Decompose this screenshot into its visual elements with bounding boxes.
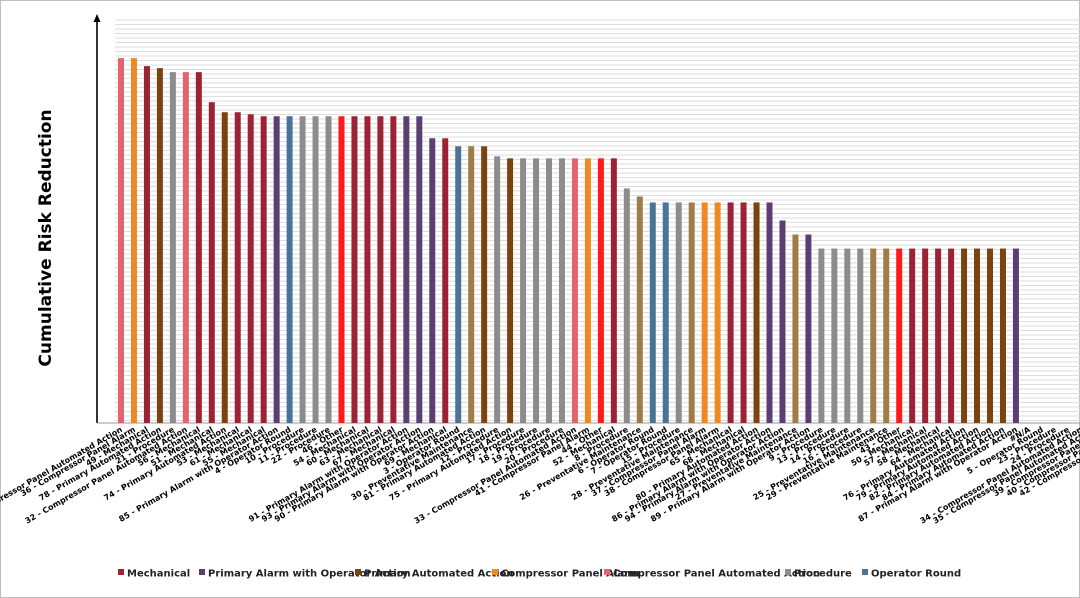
- bar: [662, 202, 669, 423]
- bar: [533, 158, 540, 423]
- bar: [935, 248, 942, 423]
- bar: [273, 116, 280, 424]
- bar: [351, 116, 358, 424]
- legend-entry: Compressor Panel Automated Action: [613, 569, 820, 580]
- bar: [623, 188, 630, 423]
- bar: [481, 146, 488, 423]
- bar: [701, 202, 708, 423]
- bar: [999, 248, 1006, 423]
- bar: [260, 116, 267, 424]
- bar: [208, 102, 215, 423]
- bar: [597, 158, 604, 423]
- bar: [416, 116, 423, 424]
- bar: [286, 116, 293, 424]
- bar: [558, 158, 565, 423]
- bar: [610, 158, 617, 423]
- bar: [130, 58, 137, 424]
- bar: [766, 202, 773, 423]
- bar: [961, 248, 968, 423]
- bar: [468, 146, 475, 423]
- legend-swatch: [118, 569, 124, 575]
- bar: [844, 248, 851, 423]
- bar: [753, 202, 760, 423]
- y-axis-arrow: [93, 14, 101, 22]
- legend-swatch: [785, 569, 791, 575]
- bar: [974, 248, 981, 423]
- bar: [714, 202, 721, 423]
- bar: [740, 202, 747, 423]
- legend-entry: Compressor Panel Alarm: [501, 569, 640, 580]
- bar: [169, 72, 176, 424]
- bar: [182, 72, 189, 424]
- legend: Mechanical Primary Alarm with Operator Ac…: [118, 569, 961, 580]
- legend-entry: Operator Round: [871, 569, 961, 580]
- bar: [156, 68, 163, 424]
- bar: [909, 248, 916, 423]
- bar: [377, 116, 384, 424]
- bar: [688, 202, 695, 423]
- y-axis-label: Cumulative Risk Reduction: [36, 109, 56, 366]
- legend-entry: Primary Automated Action: [364, 569, 514, 580]
- bar: [195, 72, 202, 424]
- bar: [922, 248, 929, 423]
- bar: [455, 146, 462, 423]
- bar: [584, 158, 591, 423]
- bar: [247, 114, 254, 423]
- legend-entry: Mechanical: [127, 569, 190, 580]
- bar: [831, 248, 838, 423]
- bar: [429, 138, 436, 424]
- bar: [234, 112, 241, 423]
- bar: [675, 202, 682, 423]
- bar: [325, 116, 332, 424]
- bar: [779, 220, 786, 423]
- bar: [507, 158, 514, 423]
- bar: [390, 116, 397, 424]
- bar: [649, 202, 656, 423]
- bar: [312, 116, 319, 424]
- bar: [118, 58, 124, 424]
- bar: [870, 248, 877, 423]
- bar: [792, 234, 799, 423]
- legend-entry: Procedure: [794, 569, 852, 580]
- legend-swatch: [355, 569, 361, 575]
- bar: [818, 248, 825, 423]
- bar: [1012, 248, 1019, 423]
- legend-entry: Primary Alarm with Operator Action: [208, 569, 411, 580]
- bar: [338, 116, 345, 424]
- legend-swatch: [492, 569, 498, 575]
- bar: [571, 158, 578, 423]
- bar: [520, 158, 527, 423]
- bar: [883, 248, 890, 423]
- bar: [143, 66, 150, 424]
- bar: [857, 248, 864, 423]
- legend-swatch: [604, 569, 610, 575]
- x-tick-labels: 31 - Compressor Panel Automated Action36…: [0, 425, 1080, 526]
- bar: [948, 248, 955, 423]
- bar: [299, 116, 306, 424]
- legend-swatch: [199, 569, 205, 575]
- bar: [896, 248, 903, 423]
- bar: [442, 138, 449, 424]
- bars: [118, 58, 1019, 424]
- bar: [636, 196, 643, 423]
- bar: [221, 112, 228, 423]
- bar: [403, 116, 410, 424]
- bar: [494, 156, 501, 423]
- bar: [727, 202, 734, 423]
- legend-swatch: [862, 569, 868, 575]
- bar: [546, 158, 553, 423]
- bar: [364, 116, 371, 424]
- bar: [986, 248, 993, 423]
- bar: [805, 234, 812, 423]
